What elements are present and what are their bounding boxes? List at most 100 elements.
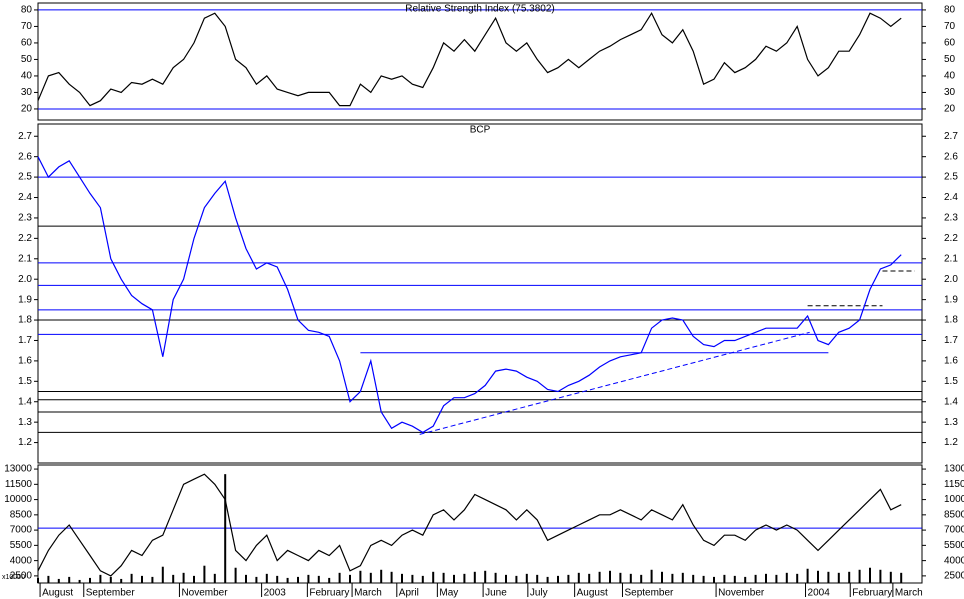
volume-bar <box>130 573 133 583</box>
y-tick-label: 2.2 <box>944 233 958 244</box>
volume-bar <box>224 474 227 583</box>
volume-bar <box>380 569 383 583</box>
volume-bar <box>713 576 715 583</box>
volume-bar <box>453 574 455 583</box>
volume-bar <box>161 566 164 583</box>
y-tick-label: 8500 <box>944 509 964 520</box>
y-tick-label: 2.3 <box>18 213 32 224</box>
volume-bar <box>848 571 851 583</box>
x-tick-label: August <box>42 588 73 599</box>
volume-bar <box>525 573 528 583</box>
y-tick-label: 2500 <box>10 571 33 582</box>
y-tick-label: 1.5 <box>18 376 32 387</box>
y-tick-label: 40 <box>944 71 956 82</box>
y-tick-label: 5500 <box>10 540 33 551</box>
y-tick-label: 2.6 <box>18 151 32 162</box>
y-tick-label: 7000 <box>944 525 964 536</box>
volume-bar <box>89 577 91 583</box>
panel-frame <box>37 464 923 584</box>
panel-frame <box>37 2 923 121</box>
data-line <box>37 11 902 107</box>
volume-bar <box>733 575 736 583</box>
y-tick-label: 60 <box>944 38 956 49</box>
volume-bar <box>349 574 351 583</box>
volume-bar <box>255 576 258 583</box>
volume-bar <box>629 573 632 583</box>
volume-bar <box>567 574 570 583</box>
volume-bar <box>213 573 216 583</box>
y-tick-label: 2.7 <box>944 131 958 142</box>
y-tick-label: 2.4 <box>18 192 32 203</box>
x-tick-label: 2003 <box>264 588 287 599</box>
panel-frame <box>37 123 923 464</box>
y-tick-label: 11500 <box>944 479 964 490</box>
volume-bar <box>245 574 247 583</box>
y-tick-label: 2.6 <box>944 151 958 162</box>
volume-bar <box>432 571 435 583</box>
volume-bar <box>858 569 861 583</box>
data-line <box>37 156 902 434</box>
volume-bar <box>442 572 445 583</box>
y-tick-label: 13000 <box>944 464 964 475</box>
y-tick-label: 70 <box>21 21 33 32</box>
volume-bar <box>869 567 871 583</box>
volume-bar <box>172 574 175 583</box>
volume-bar <box>359 570 362 583</box>
y-tick-label: 1.9 <box>944 294 958 305</box>
y-tick-label: 70 <box>944 21 956 32</box>
data-line <box>37 473 902 577</box>
volume-bar <box>401 573 403 583</box>
x-tick-label: June <box>485 588 507 599</box>
volume-bar <box>817 570 819 583</box>
y-tick-label: 1.4 <box>18 396 32 407</box>
volume-bar <box>671 573 674 583</box>
y-tick-label: 50 <box>21 54 33 65</box>
y-tick-label: 2.4 <box>944 192 958 203</box>
y-tick-label: 1.8 <box>18 315 32 326</box>
y-tick-label: 2.2 <box>18 233 32 244</box>
volume-bar <box>182 572 185 583</box>
volume-bar <box>765 573 767 583</box>
panel-title: Relative Strength Index (75.3802) <box>405 4 555 15</box>
y-tick-label: 8500 <box>10 509 33 520</box>
y-tick-label: 2.5 <box>944 172 958 183</box>
volume-bar <box>609 570 611 583</box>
volume-bar <box>723 574 726 583</box>
y-tick-label: 40 <box>21 71 33 82</box>
volume-bar <box>484 570 487 583</box>
volume-bar <box>265 573 268 583</box>
y-tick-label: 10000 <box>944 494 964 505</box>
y-tick-label: 2.1 <box>944 253 958 264</box>
y-tick-label: 13000 <box>4 464 32 475</box>
y-tick-label: 1.7 <box>18 335 32 346</box>
x-tick-label: September <box>624 588 674 599</box>
volume-bar <box>661 571 663 583</box>
volume-bar <box>598 571 601 583</box>
volume-bar <box>193 575 195 583</box>
volume-bar <box>317 575 320 583</box>
y-tick-label: 1.8 <box>944 315 958 326</box>
volume-bar <box>505 574 507 583</box>
volume-bar <box>276 575 279 583</box>
volume-bar <box>900 572 903 583</box>
x-tick-label: 2004 <box>808 588 831 599</box>
volume-bar <box>650 569 653 583</box>
y-tick-label: 1.4 <box>944 396 958 407</box>
x-tick-label: February <box>852 588 892 599</box>
y-tick-label: 80 <box>21 5 33 16</box>
volume-bar <box>286 577 289 583</box>
volume-bar <box>369 572 372 583</box>
x-tick-label: March <box>354 588 382 599</box>
y-tick-label: 1.6 <box>18 356 32 367</box>
y-tick-label: 1.3 <box>944 417 958 428</box>
x-tick-label: November <box>181 588 228 599</box>
panel-title: BCP <box>470 125 491 136</box>
y-tick-label: 2.0 <box>18 274 32 285</box>
volume-bar <box>515 575 518 583</box>
y-tick-label: 2.0 <box>944 274 958 285</box>
y-tick-label: 80 <box>944 5 956 16</box>
volume-bar <box>99 574 102 583</box>
